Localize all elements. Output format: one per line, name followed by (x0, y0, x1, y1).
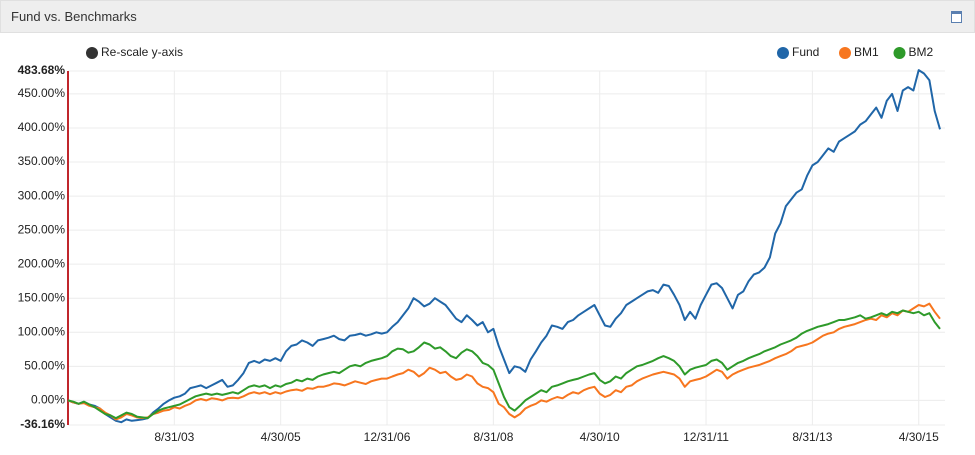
legend-marker[interactable] (777, 47, 789, 59)
x-tick-label: 8/31/08 (473, 430, 513, 444)
panel-title: Fund vs. Benchmarks (11, 9, 137, 24)
y-tick-label: 200.00% (18, 256, 66, 270)
y-tick-label: 350.00% (18, 154, 66, 168)
x-tick-label: 4/30/05 (261, 430, 301, 444)
x-tick-label: 8/31/13 (792, 430, 832, 444)
legend-item[interactable]: BM1 (839, 45, 879, 59)
x-tick-label: 12/31/11 (683, 430, 729, 444)
legend-label[interactable]: BM2 (909, 45, 934, 59)
x-tick-label: 12/31/06 (364, 430, 411, 444)
y-tick-label: 250.00% (18, 222, 66, 236)
legend-label[interactable]: Fund (792, 45, 819, 59)
legend-marker[interactable] (893, 47, 906, 59)
legend-item[interactable]: BM2 (893, 45, 934, 59)
y-tick-label: 450.00% (18, 86, 66, 100)
rescale-toggle[interactable]: Re-scale y-axis (86, 45, 183, 59)
toggle-label[interactable]: Re-scale y-axis (101, 45, 183, 59)
toggle-dot[interactable] (86, 47, 98, 59)
chart: -36.16% 0.00% 50.00% 100.00% 150.00% 200.00% 2… (18, 45, 945, 444)
y-tick-label: 0.00% (31, 393, 65, 407)
series-line (67, 309, 941, 420)
x-tick-label: 4/30/15 (899, 430, 939, 444)
x-tick-label: 4/30/10 (580, 430, 620, 444)
series-line (67, 69, 941, 424)
legend-marker[interactable] (839, 47, 851, 59)
series-line (67, 302, 941, 421)
y-tick-label: -36.16% (20, 417, 65, 431)
y-tick-label: 300.00% (18, 188, 66, 202)
panel-header: Fund vs. Benchmarks (0, 0, 975, 33)
y-tick-label: 483.68% (18, 63, 66, 77)
y-tick-label: 50.00% (24, 358, 65, 372)
y-tick-label: 100.00% (18, 324, 66, 338)
legend-label[interactable]: BM1 (854, 45, 879, 59)
y-tick-label: 150.00% (18, 290, 66, 304)
x-tick-label: 8/31/03 (154, 430, 194, 444)
y-tick-label: 400.00% (18, 120, 66, 134)
maximize-button[interactable] (951, 11, 962, 23)
legend-item[interactable]: Fund (777, 45, 819, 59)
